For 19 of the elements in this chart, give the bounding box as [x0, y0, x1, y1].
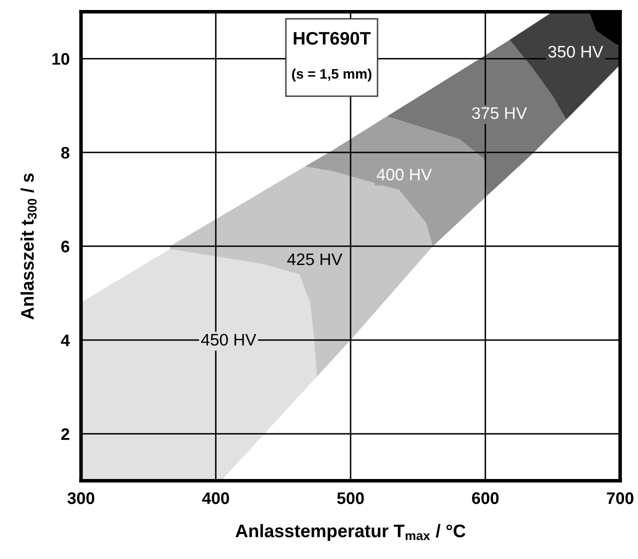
x-tick-label: 700 [606, 492, 634, 504]
series-label: 450 HV [201, 334, 256, 346]
x-tick-label: 400 [202, 492, 230, 504]
x-tick-label: 300 [68, 492, 94, 504]
x-tick-label: 500 [337, 492, 364, 504]
series-label: 350 HV [548, 46, 604, 58]
series-label: 425 HV [287, 253, 342, 266]
annotation: HCT690T [294, 32, 371, 45]
y-tick-label: 4 [60, 334, 70, 346]
series-label: 375 HV [472, 107, 527, 120]
y-axis-title: Anlasszeit t$_{300}$ / s [20, 173, 37, 320]
y-tick-label: 2 [61, 428, 70, 440]
x-tick-label: 600 [472, 492, 499, 504]
series-label: 400 HV [376, 168, 432, 180]
x-axis-title: Anlasstemperatur T$_{max}$ / °C [236, 524, 466, 541]
y-tick-label: 10 [52, 53, 70, 65]
y-tick-label: 8 [61, 146, 70, 159]
annotation: (s = 1,5 mm) [292, 68, 372, 82]
y-tick-label: 6 [61, 240, 70, 252]
